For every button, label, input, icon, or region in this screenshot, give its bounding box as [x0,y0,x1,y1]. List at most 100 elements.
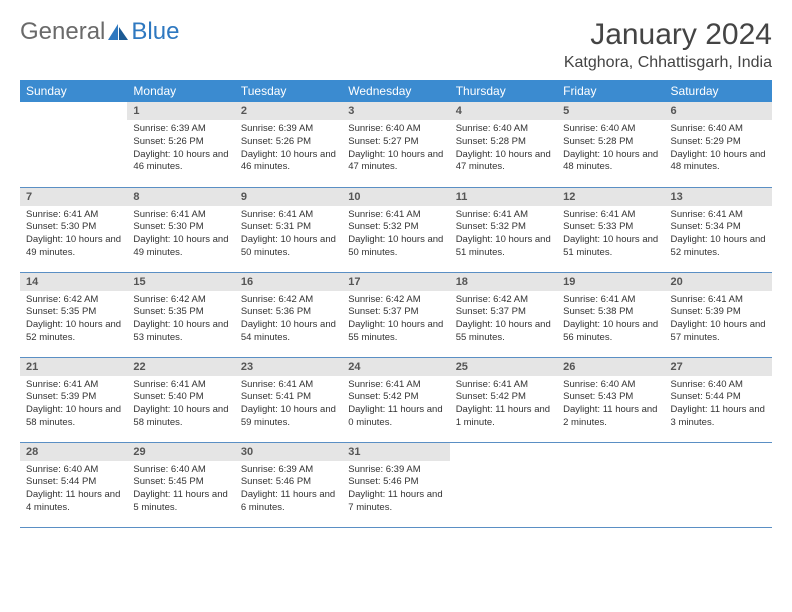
sunset-line: Sunset: 5:30 PM [133,221,228,234]
logo-text-blue: Blue [131,18,179,46]
sunset-line: Sunset: 5:42 PM [456,391,551,404]
daylight-line: Daylight: 10 hours and 55 minutes. [348,319,443,345]
day-number: 14 [20,273,127,291]
calendar-cell: 17Sunrise: 6:42 AMSunset: 5:37 PMDayligh… [342,272,449,357]
day-body: Sunrise: 6:41 AMSunset: 5:33 PMDaylight:… [557,206,664,266]
sunrise-line: Sunrise: 6:41 AM [133,379,228,392]
sunset-line: Sunset: 5:40 PM [133,391,228,404]
day-body: Sunrise: 6:39 AMSunset: 5:26 PMDaylight:… [235,120,342,180]
day-number: 25 [450,358,557,376]
day-body: Sunrise: 6:40 AMSunset: 5:43 PMDaylight:… [557,376,664,436]
day-number: 22 [127,358,234,376]
day-number: 20 [665,273,772,291]
sunrise-line: Sunrise: 6:42 AM [133,294,228,307]
day-number: 24 [342,358,449,376]
day-number: 8 [127,188,234,206]
sunset-line: Sunset: 5:30 PM [26,221,121,234]
sunset-line: Sunset: 5:35 PM [133,306,228,319]
day-number: 28 [20,443,127,461]
day-number: 7 [20,188,127,206]
sunrise-line: Sunrise: 6:40 AM [26,464,121,477]
sunrise-line: Sunrise: 6:40 AM [133,464,228,477]
sunrise-line: Sunrise: 6:41 AM [456,209,551,222]
day-number: 11 [450,188,557,206]
day-number: 26 [557,358,664,376]
day-number: 17 [342,273,449,291]
daylight-line: Daylight: 11 hours and 7 minutes. [348,489,443,515]
day-number: 18 [450,273,557,291]
day-number: 6 [665,102,772,120]
daylight-line: Daylight: 10 hours and 59 minutes. [241,404,336,430]
day-number: 30 [235,443,342,461]
calendar-cell: 31Sunrise: 6:39 AMSunset: 5:46 PMDayligh… [342,442,449,527]
sunrise-line: Sunrise: 6:41 AM [26,209,121,222]
sunset-line: Sunset: 5:35 PM [26,306,121,319]
calendar-cell: 2Sunrise: 6:39 AMSunset: 5:26 PMDaylight… [235,102,342,187]
sunset-line: Sunset: 5:27 PM [348,136,443,149]
sunset-line: Sunset: 5:39 PM [26,391,121,404]
day-body: Sunrise: 6:41 AMSunset: 5:42 PMDaylight:… [450,376,557,436]
calendar-cell: 24Sunrise: 6:41 AMSunset: 5:42 PMDayligh… [342,357,449,442]
sunrise-line: Sunrise: 6:40 AM [456,123,551,136]
day-number: 27 [665,358,772,376]
day-body: Sunrise: 6:41 AMSunset: 5:41 PMDaylight:… [235,376,342,436]
day-body: Sunrise: 6:40 AMSunset: 5:29 PMDaylight:… [665,120,772,180]
weekday-header-row: SundayMondayTuesdayWednesdayThursdayFrid… [20,80,772,102]
calendar-row: 7Sunrise: 6:41 AMSunset: 5:30 PMDaylight… [20,187,772,272]
sunrise-line: Sunrise: 6:41 AM [671,209,766,222]
sunrise-line: Sunrise: 6:41 AM [241,379,336,392]
calendar-cell: 4Sunrise: 6:40 AMSunset: 5:28 PMDaylight… [450,102,557,187]
calendar-cell: 16Sunrise: 6:42 AMSunset: 5:36 PMDayligh… [235,272,342,357]
calendar-cell: 27Sunrise: 6:40 AMSunset: 5:44 PMDayligh… [665,357,772,442]
daylight-line: Daylight: 11 hours and 4 minutes. [26,489,121,515]
sunset-line: Sunset: 5:38 PM [563,306,658,319]
daylight-line: Daylight: 11 hours and 5 minutes. [133,489,228,515]
daylight-line: Daylight: 11 hours and 2 minutes. [563,404,658,430]
daylight-line: Daylight: 11 hours and 1 minute. [456,404,551,430]
day-body: Sunrise: 6:39 AMSunset: 5:46 PMDaylight:… [235,461,342,521]
weekday-header: Wednesday [342,80,449,102]
weekday-header: Friday [557,80,664,102]
sunrise-line: Sunrise: 6:40 AM [671,379,766,392]
location: Katghora, Chhattisgarh, India [564,54,772,72]
sunset-line: Sunset: 5:29 PM [671,136,766,149]
calendar-cell: 22Sunrise: 6:41 AMSunset: 5:40 PMDayligh… [127,357,234,442]
day-body: Sunrise: 6:42 AMSunset: 5:35 PMDaylight:… [127,291,234,351]
day-body: Sunrise: 6:40 AMSunset: 5:28 PMDaylight:… [557,120,664,180]
daylight-line: Daylight: 10 hours and 46 minutes. [241,149,336,175]
day-body: Sunrise: 6:42 AMSunset: 5:37 PMDaylight:… [450,291,557,351]
sunset-line: Sunset: 5:44 PM [26,476,121,489]
day-body: Sunrise: 6:41 AMSunset: 5:30 PMDaylight:… [20,206,127,266]
sunrise-line: Sunrise: 6:39 AM [241,464,336,477]
calendar-cell: 3Sunrise: 6:40 AMSunset: 5:27 PMDaylight… [342,102,449,187]
sunset-line: Sunset: 5:46 PM [241,476,336,489]
day-body: Sunrise: 6:41 AMSunset: 5:39 PMDaylight:… [20,376,127,436]
day-body: Sunrise: 6:41 AMSunset: 5:32 PMDaylight:… [450,206,557,266]
day-number: 9 [235,188,342,206]
day-body: Sunrise: 6:42 AMSunset: 5:36 PMDaylight:… [235,291,342,351]
sunset-line: Sunset: 5:32 PM [456,221,551,234]
calendar-cell: 6Sunrise: 6:40 AMSunset: 5:29 PMDaylight… [665,102,772,187]
calendar-cell: 21Sunrise: 6:41 AMSunset: 5:39 PMDayligh… [20,357,127,442]
day-number: 21 [20,358,127,376]
day-body: Sunrise: 6:42 AMSunset: 5:37 PMDaylight:… [342,291,449,351]
day-body: Sunrise: 6:40 AMSunset: 5:44 PMDaylight:… [665,376,772,436]
sunrise-line: Sunrise: 6:42 AM [348,294,443,307]
day-body: Sunrise: 6:42 AMSunset: 5:35 PMDaylight:… [20,291,127,351]
daylight-line: Daylight: 10 hours and 51 minutes. [563,234,658,260]
calendar-cell: 7Sunrise: 6:41 AMSunset: 5:30 PMDaylight… [20,187,127,272]
sunset-line: Sunset: 5:39 PM [671,306,766,319]
sunset-line: Sunset: 5:41 PM [241,391,336,404]
calendar-cell: 18Sunrise: 6:42 AMSunset: 5:37 PMDayligh… [450,272,557,357]
sunrise-line: Sunrise: 6:41 AM [26,379,121,392]
sunrise-line: Sunrise: 6:41 AM [671,294,766,307]
calendar-cell: 9Sunrise: 6:41 AMSunset: 5:31 PMDaylight… [235,187,342,272]
calendar-cell: 5Sunrise: 6:40 AMSunset: 5:28 PMDaylight… [557,102,664,187]
day-body: Sunrise: 6:41 AMSunset: 5:38 PMDaylight:… [557,291,664,351]
calendar-cell: 14Sunrise: 6:42 AMSunset: 5:35 PMDayligh… [20,272,127,357]
calendar-cell: . [450,442,557,527]
day-body: Sunrise: 6:40 AMSunset: 5:45 PMDaylight:… [127,461,234,521]
sunrise-line: Sunrise: 6:39 AM [241,123,336,136]
calendar-cell: 26Sunrise: 6:40 AMSunset: 5:43 PMDayligh… [557,357,664,442]
day-body: Sunrise: 6:40 AMSunset: 5:44 PMDaylight:… [20,461,127,521]
